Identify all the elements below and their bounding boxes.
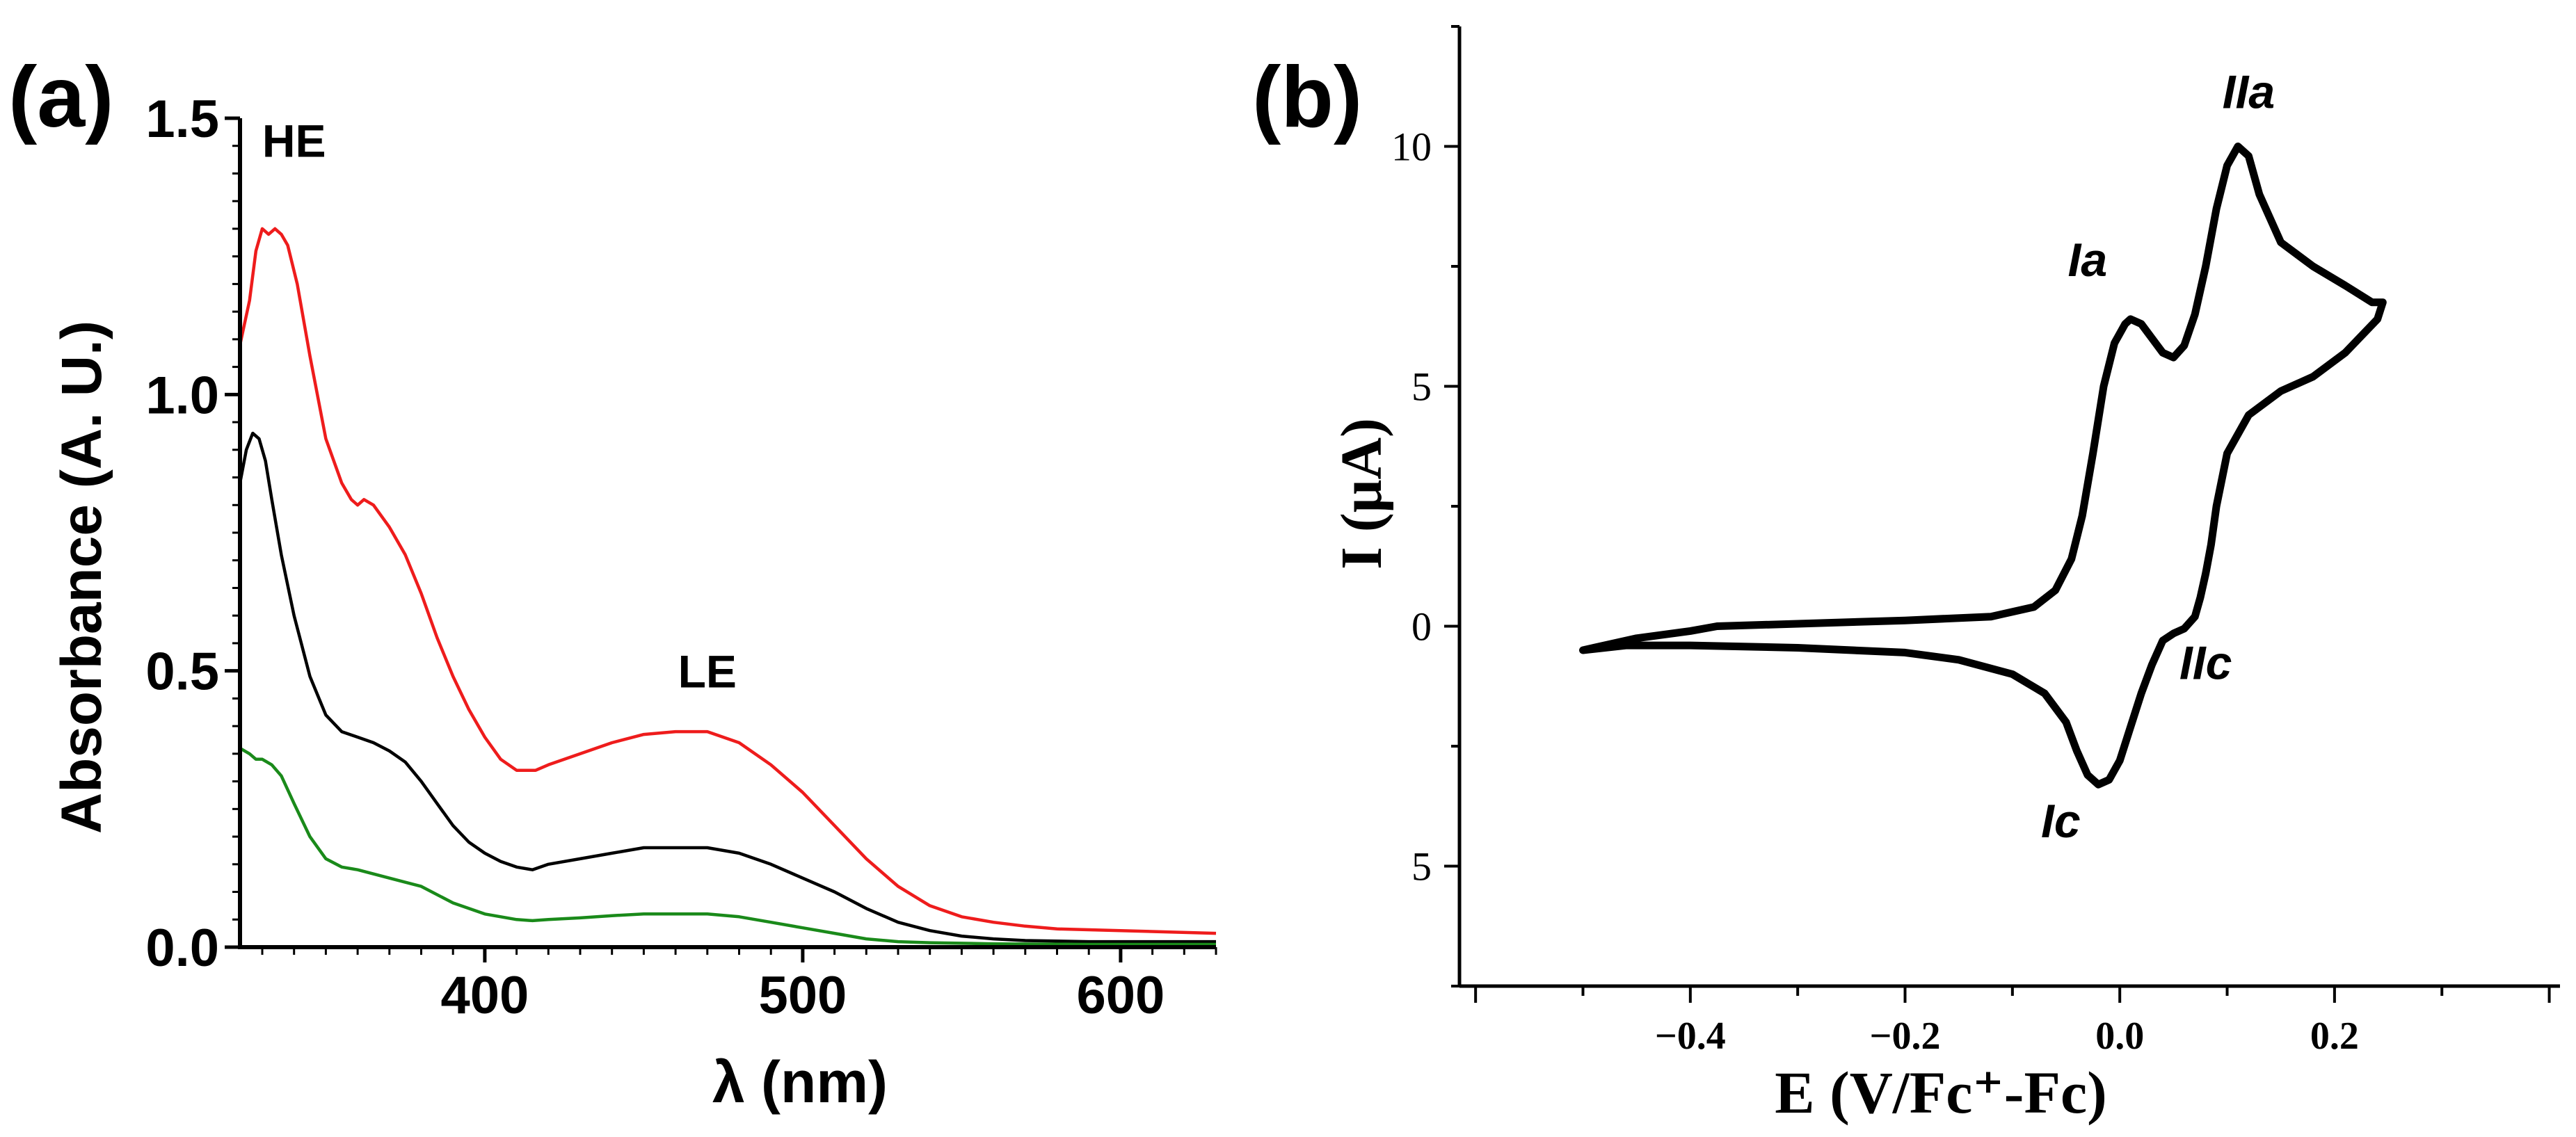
y-tick-label: 1.0 [145,366,219,425]
panel-b-x-axis-label: E (V/Fc⁺-Fc) [1775,1059,2107,1126]
x-tick-label: −0.4 [1655,1015,1726,1058]
panel-a-series [238,227,1217,946]
x-tick-label: −0.2 [1870,1015,1941,1058]
annotation-he: HE [262,115,326,167]
panel-b-tick-labels: −0.4 −0.2 0.0 0.2 10 5 0 5 [1391,124,2359,1058]
x-tick-label: 500 [758,966,847,1025]
annotation-iic: IIc [2179,636,2232,689]
x-tick-label: 0.2 [2310,1015,2359,1058]
series-line-black [238,431,1216,944]
panel-b-series [1579,143,2387,789]
panel-a-tick-labels: 400 500 600 0.0 0.5 1.0 1.5 [145,90,1165,1025]
series-line-red [238,227,1217,935]
panel-b-axes [1444,25,2560,1003]
panel-b: (b) −0.4 −0.2 0.0 0.2 10 5 0 5 E (V/Fc⁺-Fc) I (… [1252,25,2560,1126]
x-tick-label: 0.0 [2095,1015,2144,1058]
panel-b-label: (b) [1252,49,1362,145]
y-tick-label: 1.5 [145,90,219,149]
panel-a-y-axis-label: Absorbance (A. U.) [50,321,113,834]
annotation-le: LE [678,646,737,697]
y-tick-label: 0.5 [145,643,219,702]
panel-a-label: (a) [8,49,114,145]
annotation-ic: Ic [2041,795,2081,848]
annotation-iia: IIa [2223,65,2275,118]
panel-a-x-axis-label: λ (nm) [712,1049,888,1115]
x-tick-label: 600 [1076,966,1165,1025]
x-tick-label: 400 [440,966,529,1025]
panel-a-axes [225,116,1217,962]
panel-a: (a) 400 500 600 0.0 0.5 1.0 1.5 λ (nm) Absorba… [8,49,1217,1115]
y-tick-label: 0 [1411,604,1432,650]
y-tick-label: 10 [1391,124,1432,170]
y-tick-label: 5 [1411,364,1432,410]
annotation-ia: Ia [2068,234,2108,287]
y-tick-label: 0.0 [145,919,219,978]
panel-b-y-axis-label: I (μA) [1329,418,1394,570]
cv-trace-line [1579,143,2387,789]
series-line-green [239,746,1216,946]
y-tick-label: 5 [1411,844,1432,889]
